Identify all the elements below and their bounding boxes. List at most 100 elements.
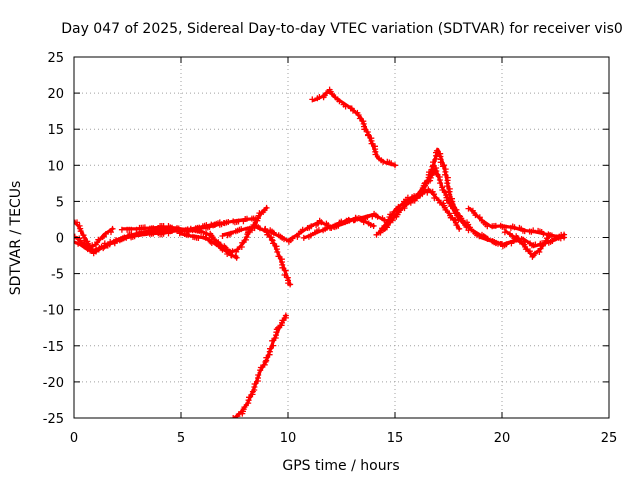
x-tick-label: 10 — [280, 431, 297, 446]
series-line — [312, 89, 397, 167]
data-point — [294, 233, 301, 240]
data-point — [239, 239, 246, 246]
y-tick-label: 5 — [56, 195, 64, 210]
data-point — [233, 254, 240, 261]
data-point — [131, 233, 138, 240]
data-point — [439, 163, 446, 170]
data-point — [439, 187, 446, 193]
data-point — [424, 189, 431, 196]
data-point — [227, 230, 234, 237]
data-point — [195, 235, 202, 241]
data-point — [281, 236, 287, 243]
data-point — [355, 112, 362, 118]
data-point — [447, 214, 454, 221]
data-point — [74, 219, 80, 226]
series-track-13 — [407, 165, 505, 247]
y-tick-label: -10 — [43, 304, 64, 319]
data-point — [241, 404, 248, 411]
data-point — [112, 237, 119, 244]
data-point — [413, 193, 420, 200]
data-point — [336, 98, 343, 105]
data-point — [442, 206, 449, 213]
data-point — [346, 217, 353, 224]
data-point — [261, 361, 268, 368]
data-point — [246, 394, 252, 401]
data-point — [447, 203, 454, 210]
data-point — [465, 227, 472, 234]
data-point — [395, 203, 402, 210]
y-tick-label: 0 — [56, 232, 64, 247]
data-point — [365, 132, 371, 139]
data-point — [427, 174, 434, 181]
data-point — [108, 229, 114, 236]
data-point — [257, 364, 264, 371]
data-point — [431, 195, 438, 201]
data-point — [388, 160, 395, 167]
data-point — [219, 246, 226, 253]
data-point — [118, 226, 125, 233]
y-tick-label: -25 — [43, 412, 64, 427]
data-point — [74, 233, 78, 240]
data-point — [379, 226, 386, 233]
data-point — [456, 212, 463, 219]
grid — [74, 57, 609, 418]
data-point — [456, 225, 463, 232]
data-point — [531, 250, 538, 257]
data-point — [287, 281, 294, 288]
data-point — [270, 240, 276, 247]
x-tick-label: 25 — [601, 431, 618, 446]
data-point — [216, 219, 223, 226]
x-tick-label: 15 — [387, 431, 404, 446]
data-point — [433, 171, 440, 177]
data-point — [522, 246, 529, 253]
data-point — [275, 324, 282, 331]
data-point — [185, 232, 192, 239]
data-point — [318, 219, 325, 226]
data-point — [308, 223, 315, 230]
data-point — [516, 238, 523, 245]
data-point — [267, 345, 273, 352]
data-point — [93, 248, 99, 255]
y-tick-label: 10 — [47, 159, 64, 174]
data-point — [106, 241, 113, 248]
data-point — [264, 231, 271, 238]
data-point — [243, 234, 250, 241]
data-point — [433, 147, 440, 154]
series-track-9 — [300, 214, 377, 241]
data-point — [367, 222, 374, 228]
series-track-5 — [176, 230, 240, 261]
series-track-8 — [262, 210, 388, 245]
data-point — [95, 236, 102, 243]
data-point — [425, 186, 432, 193]
data-point — [437, 159, 444, 166]
data-point — [74, 219, 76, 221]
data-point — [269, 337, 276, 344]
data-point — [74, 241, 76, 243]
data-point — [427, 177, 434, 184]
data-point — [385, 219, 392, 226]
x-axis-ticks: 0 5 10 15 20 25 — [70, 57, 617, 446]
data-point — [511, 224, 518, 231]
data-point — [268, 236, 275, 243]
data-point — [98, 243, 105, 250]
x-tick-label: 0 — [70, 431, 78, 446]
data-point — [452, 210, 459, 217]
data-point — [323, 90, 330, 97]
data-point — [444, 183, 450, 190]
data-point — [332, 222, 339, 229]
data-point — [289, 235, 296, 242]
data-point — [128, 226, 135, 233]
data-point — [256, 210, 263, 217]
data-point — [198, 229, 205, 236]
data-point — [251, 381, 258, 387]
data-point — [387, 211, 394, 218]
data-point — [109, 225, 116, 232]
series-track-3 — [74, 225, 116, 251]
data-point — [234, 246, 241, 253]
data-point — [407, 199, 414, 206]
data-point — [522, 238, 529, 245]
x-tick-label: 5 — [177, 431, 185, 446]
data-point — [426, 169, 432, 176]
data-point — [501, 229, 508, 236]
data-point — [282, 312, 289, 319]
